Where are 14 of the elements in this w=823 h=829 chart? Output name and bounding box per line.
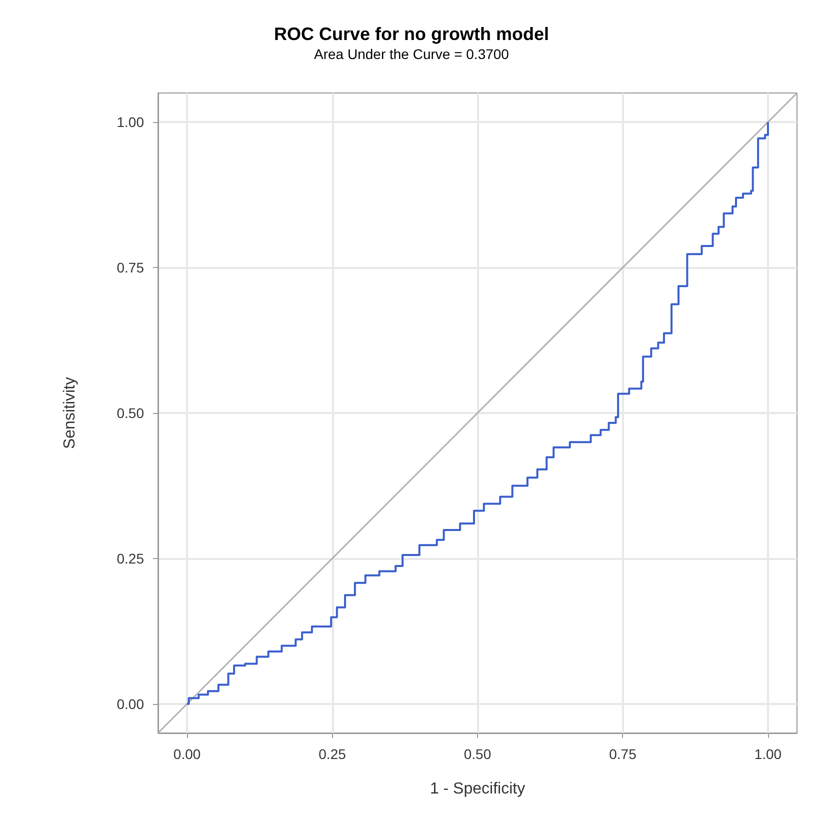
x-tick-label: 0.50 — [464, 746, 492, 762]
y-tick-label: 1.00 — [116, 114, 144, 130]
x-tick-label: 0.75 — [609, 746, 637, 762]
y-tick-label: 0.00 — [116, 696, 144, 712]
y-tick-label: 0.50 — [116, 405, 144, 421]
x-axis-title: 1 - Specificity — [430, 780, 526, 798]
x-tick-label: 1.00 — [754, 746, 782, 762]
y-axis-title: Sensitivity — [62, 376, 78, 450]
y-tick-label: 0.25 — [116, 550, 144, 566]
x-tick-label: 0.25 — [318, 746, 346, 762]
chart-title: ROC Curve for no growth model — [274, 24, 550, 44]
chart-subtitle: Area Under the Curve = 0.3700 — [314, 46, 510, 62]
y-tick-label: 0.75 — [116, 260, 144, 276]
x-tick-label: 0.00 — [173, 746, 201, 762]
